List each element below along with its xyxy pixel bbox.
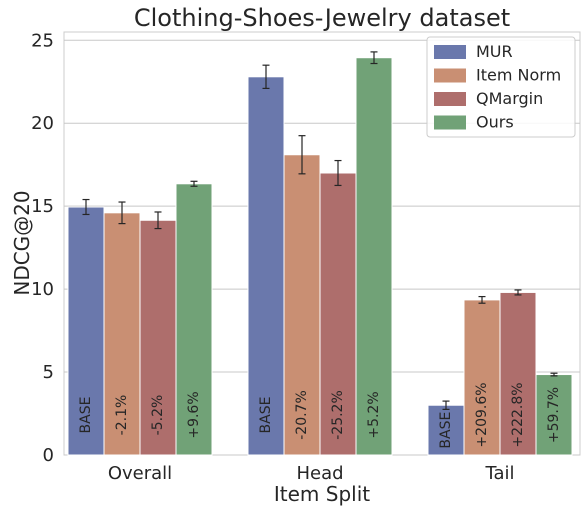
y-tick-label: 15 — [31, 196, 54, 217]
legend-label: Ours — [476, 113, 514, 132]
legend: MUR Item Norm QMargin Ours — [426, 36, 576, 138]
error-bar — [190, 180, 198, 187]
y-tick-label: 20 — [31, 113, 54, 134]
bar — [355, 57, 393, 456]
legend-swatch — [434, 45, 466, 59]
bar — [103, 212, 141, 456]
legend-label: QMargin — [476, 89, 543, 108]
y-tick-label: 0 — [43, 445, 54, 466]
bar — [139, 219, 177, 456]
y-tick-labels: 0 5 10 15 20 25 — [31, 30, 54, 466]
x-tick-labels: Overall Head Tail — [108, 463, 515, 484]
error-bar — [154, 211, 162, 230]
bar-labels: BASE BASE BASE -2.1% -20.7% +209.6% -5.2% -25.2… — [78, 382, 562, 448]
bar-label: -25.2% — [330, 390, 346, 440]
bar-label: -5.2% — [150, 395, 166, 436]
x-axis-label: Item Split — [274, 482, 370, 506]
legend-swatch — [434, 92, 466, 106]
error-bars — [82, 51, 558, 410]
bar-label: BASE — [258, 397, 274, 434]
bar-label: +222.8% — [510, 382, 526, 447]
bar-label: +5.2% — [366, 391, 382, 438]
bar — [499, 291, 537, 456]
error-bar — [550, 372, 558, 377]
legend-label: Item Norm — [476, 66, 561, 85]
legend-entry: MUR — [434, 42, 513, 61]
error-bar — [370, 51, 378, 65]
error-bar — [442, 400, 450, 410]
x-tick-label: Head — [296, 463, 343, 484]
chart-title: Clothing-Shoes-Jewelry dataset — [134, 4, 510, 32]
legend-entry: Item Norm — [434, 66, 561, 85]
y-axis-label: NDCG@20 — [10, 190, 34, 295]
legend-box — [426, 36, 576, 138]
y-tick-label: 10 — [31, 279, 54, 300]
x-tick-label: Tail — [484, 463, 514, 484]
error-bar — [514, 289, 522, 296]
bar — [463, 299, 501, 456]
error-bar — [298, 135, 306, 175]
legend-entry: Ours — [434, 113, 514, 132]
y-tick-label: 5 — [43, 362, 54, 383]
x-tick-label: Overall — [108, 463, 172, 484]
bar — [319, 172, 357, 456]
bar-label: -2.1% — [114, 395, 130, 436]
y-tick-label: 25 — [31, 30, 54, 51]
bar-label: -20.7% — [294, 390, 310, 440]
bar-label: BASE — [78, 397, 94, 434]
error-bar — [262, 64, 270, 90]
error-bar — [334, 159, 342, 187]
bar — [175, 183, 213, 456]
bar-label: BASE — [438, 412, 454, 449]
error-bar — [478, 295, 486, 304]
bars — [67, 57, 573, 456]
legend-swatch — [434, 115, 466, 130]
bar-label: +9.6% — [186, 391, 202, 438]
bar-label: +59.7% — [546, 387, 562, 443]
legend-swatch — [434, 68, 466, 83]
bar — [283, 154, 321, 456]
legend-entry: QMargin — [434, 89, 543, 108]
legend-label: MUR — [476, 42, 513, 61]
error-bar — [118, 201, 126, 225]
bar — [535, 374, 573, 456]
bar-label: +209.6% — [474, 382, 490, 447]
error-bar — [82, 198, 90, 216]
